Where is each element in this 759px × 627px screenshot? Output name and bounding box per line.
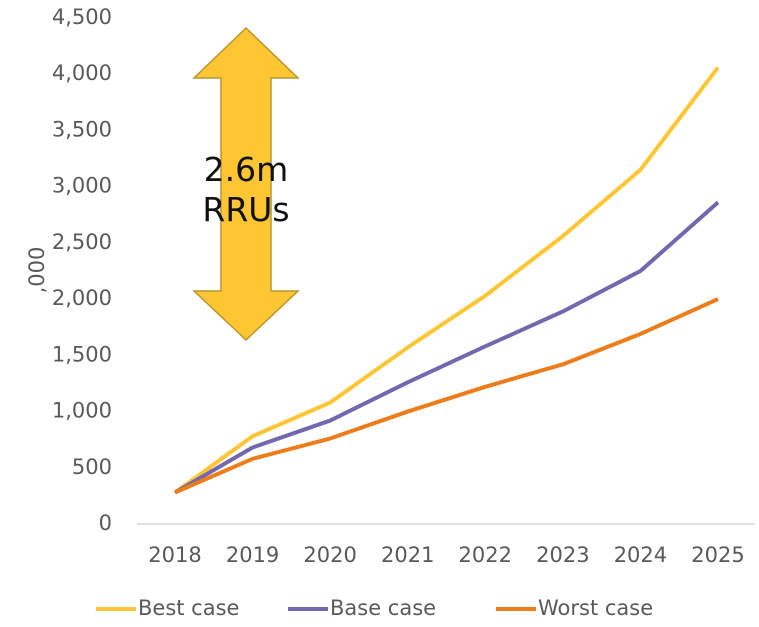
- x-tick-label: 2025: [691, 543, 744, 567]
- y-tick-label: 2,000: [52, 286, 112, 310]
- y-tick-label: 4,500: [52, 5, 112, 29]
- x-tick-label: 2018: [148, 543, 201, 567]
- legend-label: Base case: [330, 596, 436, 620]
- legend-label: Best case: [138, 596, 239, 620]
- x-tick-label: 2021: [381, 543, 434, 567]
- y-tick-label: 1,000: [52, 399, 112, 423]
- range-arrow: [192, 26, 300, 342]
- series-line: [173, 66, 720, 495]
- legend-label: Worst case: [538, 596, 653, 620]
- x-tick-label: 2024: [614, 543, 667, 567]
- y-tick-label: 3,500: [52, 117, 112, 141]
- x-tick-label: 2019: [226, 543, 279, 567]
- x-tick-label: 2020: [303, 543, 356, 567]
- series-line: [174, 297, 719, 495]
- x-tick-label: 2022: [459, 543, 512, 567]
- y-tick-label: 1,500: [52, 342, 112, 366]
- x-tick-label: 2023: [536, 543, 589, 567]
- series-line: [173, 200, 720, 495]
- y-tick-label: 4,000: [52, 61, 112, 85]
- y-tick-label: 0: [99, 511, 112, 535]
- y-tick-label: 500: [72, 455, 112, 479]
- y-axis-label: ,000: [25, 247, 49, 294]
- annotation: 2.6m RRUs: [202, 150, 290, 229]
- y-tick-label: 3,000: [52, 174, 112, 198]
- y-tick-label: 2,500: [52, 230, 112, 254]
